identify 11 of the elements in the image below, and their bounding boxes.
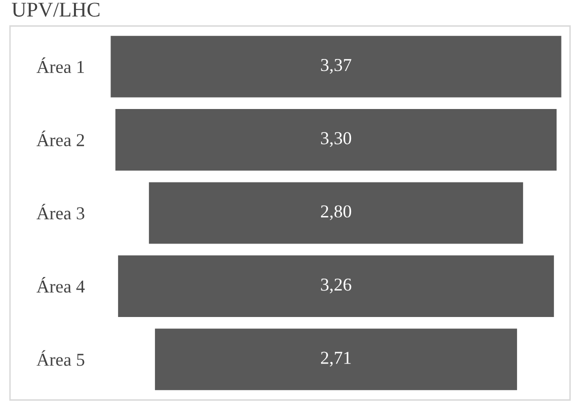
data-label: 2,71 bbox=[320, 352, 351, 367]
category-label: Área 1 bbox=[36, 57, 84, 74]
category-label: Área 4 bbox=[36, 277, 85, 293]
data-label: 2,80 bbox=[320, 205, 352, 220]
text: UPV/LHC bbox=[12, 2, 100, 17]
data-label: 3,26 bbox=[321, 278, 352, 294]
data-label: 3,37 bbox=[321, 58, 352, 74]
category-label: Área 5 bbox=[36, 350, 84, 366]
category-label: Área 2 bbox=[36, 130, 84, 146]
category-label: Área 3 bbox=[36, 204, 84, 220]
data-label: 3,30 bbox=[321, 132, 352, 147]
